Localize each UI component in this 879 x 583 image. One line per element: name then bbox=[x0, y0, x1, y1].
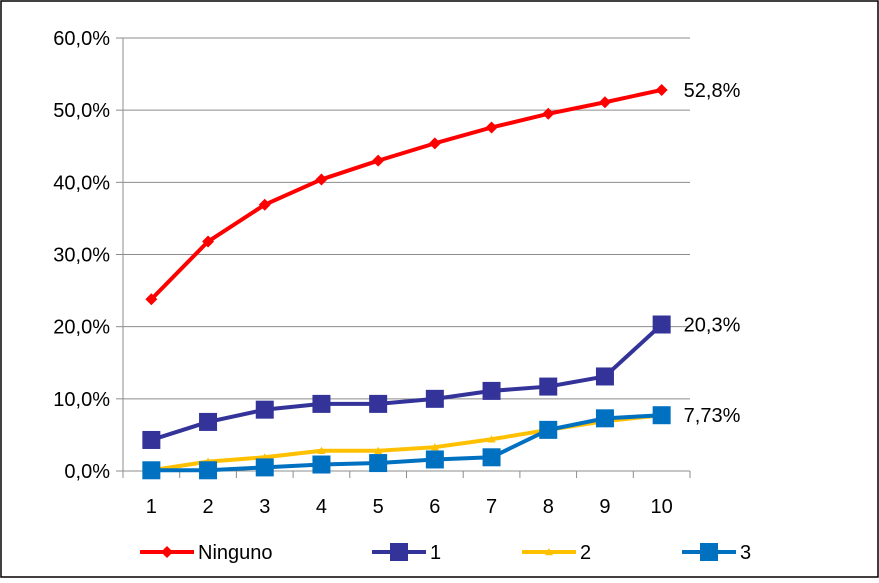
y-tick-label: 60,0% bbox=[53, 28, 110, 50]
data-label: 20,3% bbox=[684, 315, 741, 337]
series-lines bbox=[142, 83, 671, 480]
data-point bbox=[255, 400, 274, 419]
data-point bbox=[142, 461, 161, 480]
legend-label: 1 bbox=[430, 542, 441, 564]
legend-item-Ninguno: Ninguno bbox=[140, 542, 273, 564]
data-point bbox=[595, 367, 614, 386]
series-line bbox=[151, 413, 662, 473]
data-point bbox=[255, 458, 274, 477]
legend-marker bbox=[700, 543, 718, 561]
data-point bbox=[312, 455, 331, 474]
series-Ninguno bbox=[145, 83, 668, 306]
y-tick-label: 20,0% bbox=[53, 317, 110, 339]
data-point bbox=[487, 435, 496, 443]
data-point bbox=[595, 409, 614, 428]
y-tick-label: 40,0% bbox=[53, 172, 110, 194]
data-point bbox=[374, 446, 383, 454]
series-1 bbox=[142, 315, 671, 449]
x-tick-label: 6 bbox=[429, 496, 440, 518]
legend-item-2: 2 bbox=[522, 542, 591, 564]
data-label: 7,73% bbox=[684, 405, 741, 427]
legend-item-3: 3 bbox=[682, 542, 751, 564]
y-tick-label: 50,0% bbox=[53, 100, 110, 122]
data-point bbox=[312, 394, 331, 413]
x-tick-label: 10 bbox=[651, 496, 673, 518]
x-tick-label: 1 bbox=[146, 496, 157, 518]
data-point bbox=[142, 430, 161, 449]
data-point bbox=[258, 198, 271, 211]
data-point bbox=[428, 137, 441, 150]
data-point bbox=[539, 377, 558, 396]
legend-item-1: 1 bbox=[372, 542, 441, 564]
x-tick-label: 9 bbox=[599, 496, 610, 518]
y-tick-label: 10,0% bbox=[53, 389, 110, 411]
data-point bbox=[655, 83, 668, 96]
x-tick-label: 2 bbox=[202, 496, 213, 518]
x-axis-tick-labels: 1 2 3 4 5 6 7 8 9 10 bbox=[146, 496, 673, 518]
data-point bbox=[652, 406, 671, 425]
legend-label: 2 bbox=[580, 542, 591, 564]
y-tick-label: 0,0% bbox=[64, 461, 110, 483]
data-point bbox=[425, 450, 444, 469]
data-point bbox=[598, 96, 611, 109]
x-tick-label: 4 bbox=[316, 496, 327, 518]
y-tick-label: 30,0% bbox=[53, 245, 110, 267]
legend-marker bbox=[545, 548, 553, 556]
data-point bbox=[430, 443, 439, 451]
data-point bbox=[425, 389, 444, 408]
data-point bbox=[145, 293, 158, 306]
data-point bbox=[485, 121, 498, 134]
gridlines bbox=[123, 37, 690, 400]
x-tick-label: 5 bbox=[373, 496, 384, 518]
data-point bbox=[482, 381, 501, 400]
data-point bbox=[652, 315, 671, 334]
data-label: 52,8% bbox=[684, 80, 741, 102]
series-line bbox=[149, 88, 663, 301]
legend-marker bbox=[161, 546, 173, 558]
data-point bbox=[199, 412, 218, 431]
data-point bbox=[372, 154, 385, 167]
legend-label: 3 bbox=[740, 542, 751, 564]
data-labels: 52,8% 20,3% 7,73% bbox=[684, 80, 741, 427]
legend-label: Ninguno bbox=[198, 542, 273, 564]
y-axis-tick-labels: 0,0% 10,0% 20,0% 30,0% 40,0% 50,0% 60,0% bbox=[53, 28, 110, 483]
data-point bbox=[539, 420, 558, 439]
data-point bbox=[482, 448, 501, 467]
legend-marker bbox=[390, 543, 408, 561]
data-point bbox=[315, 173, 328, 186]
legend: Ninguno 1 2 3 bbox=[140, 542, 751, 564]
x-tick-label: 8 bbox=[543, 496, 554, 518]
data-point bbox=[369, 394, 388, 413]
x-tick-label: 3 bbox=[259, 496, 270, 518]
data-point bbox=[542, 107, 555, 120]
series-3 bbox=[142, 406, 671, 480]
x-tick-label: 7 bbox=[486, 496, 497, 518]
data-point bbox=[199, 461, 218, 480]
data-point bbox=[369, 454, 388, 473]
data-point bbox=[202, 235, 215, 248]
data-point bbox=[317, 446, 326, 454]
series-line bbox=[150, 323, 664, 442]
